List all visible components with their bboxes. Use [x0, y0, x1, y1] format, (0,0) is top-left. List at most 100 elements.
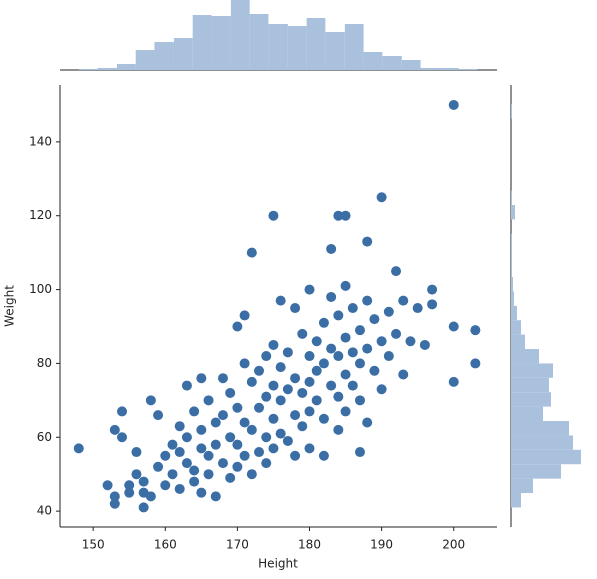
point: [246, 376, 257, 387]
point: [427, 299, 438, 310]
y-tick-label: 40: [37, 504, 52, 518]
hist-bar: [287, 26, 307, 70]
point: [73, 443, 84, 454]
point: [275, 395, 286, 406]
point: [318, 358, 329, 369]
hist-bar: [268, 24, 288, 70]
point: [354, 447, 365, 458]
hist-bar: [192, 15, 212, 70]
point: [153, 410, 164, 421]
point: [347, 303, 358, 314]
point: [138, 476, 149, 487]
point: [470, 358, 481, 369]
point: [174, 447, 185, 458]
point: [304, 376, 315, 387]
point: [326, 343, 337, 354]
point: [210, 439, 221, 450]
hist-bar: [511, 421, 569, 436]
point: [333, 424, 344, 435]
point: [311, 336, 322, 347]
point: [333, 310, 344, 321]
point: [145, 491, 156, 502]
point: [347, 347, 358, 358]
point: [354, 325, 365, 336]
point: [470, 325, 481, 336]
point: [225, 472, 236, 483]
hist-bar: [511, 363, 553, 378]
point: [196, 424, 207, 435]
point: [239, 358, 250, 369]
point: [268, 339, 279, 350]
point: [304, 284, 315, 295]
point: [297, 387, 308, 398]
hist-bar: [511, 464, 561, 479]
point: [109, 424, 120, 435]
point: [181, 380, 192, 391]
x-tick-label: 150: [82, 538, 105, 552]
point: [340, 406, 351, 417]
point: [131, 447, 142, 458]
point: [239, 450, 250, 461]
point: [282, 347, 293, 358]
hist-bar: [401, 60, 421, 70]
point: [160, 450, 171, 461]
point: [448, 321, 459, 332]
hist-bar: [511, 334, 525, 350]
point: [109, 491, 120, 502]
point: [261, 351, 272, 362]
point: [117, 432, 128, 443]
hist-bar: [249, 14, 269, 70]
point: [369, 365, 380, 376]
hist-bar: [511, 392, 551, 407]
point: [153, 461, 164, 472]
point: [239, 417, 250, 428]
point: [203, 450, 214, 461]
point: [261, 458, 272, 469]
point: [138, 502, 149, 513]
hist-bar: [511, 277, 513, 292]
point: [217, 373, 228, 384]
x-tick-label: 170: [226, 538, 249, 552]
point: [297, 328, 308, 339]
point: [217, 410, 228, 421]
hist-bar: [78, 69, 98, 70]
y-tick-label: 140: [29, 134, 52, 148]
point: [340, 332, 351, 343]
y-tick-label: 60: [37, 430, 52, 444]
point: [333, 351, 344, 362]
point: [362, 417, 373, 428]
point: [210, 491, 221, 502]
point: [391, 328, 402, 339]
point: [124, 480, 135, 491]
hist-bar: [306, 18, 326, 70]
point: [376, 384, 387, 395]
hist-bar: [511, 435, 573, 450]
hist-bar: [511, 190, 512, 206]
point: [333, 391, 344, 402]
hist-bar: [325, 32, 345, 70]
point: [282, 384, 293, 395]
hist-bar: [420, 68, 440, 70]
x-tick-label: 190: [370, 538, 393, 552]
point: [391, 266, 402, 277]
point: [318, 317, 329, 328]
hist-bar: [135, 50, 155, 70]
x-tick-label: 160: [154, 538, 177, 552]
point: [318, 413, 329, 424]
point: [117, 406, 128, 417]
point: [196, 443, 207, 454]
point: [160, 480, 171, 491]
y-tick-label: 100: [29, 282, 52, 296]
point: [196, 373, 207, 384]
point: [225, 387, 236, 398]
point: [376, 336, 387, 347]
point: [304, 351, 315, 362]
point: [174, 483, 185, 494]
hist-bar: [439, 68, 459, 70]
point: [362, 236, 373, 247]
hist-bar: [154, 42, 174, 70]
hist-bar: [97, 68, 117, 70]
hist-bar: [511, 104, 512, 119]
point: [448, 376, 459, 387]
